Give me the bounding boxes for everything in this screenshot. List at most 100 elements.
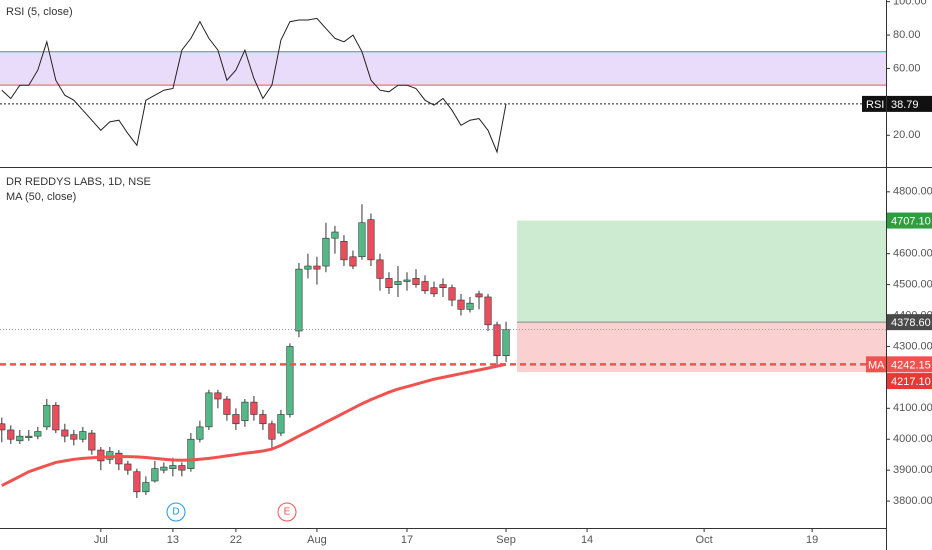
y-tick-label: 80.00 xyxy=(893,29,921,41)
candle-body xyxy=(142,482,150,493)
candle-body xyxy=(124,463,132,471)
marks-layer xyxy=(0,17,886,498)
candle-body xyxy=(484,296,492,326)
entry-label-bg xyxy=(887,314,932,331)
candle-body xyxy=(412,278,420,285)
y-tick-label: 4100.00 xyxy=(893,402,932,414)
candle-body xyxy=(304,265,312,270)
rsi-zone xyxy=(0,51,886,86)
candle-body xyxy=(322,237,330,267)
candle-body xyxy=(457,299,465,310)
event-marker[interactable]: E xyxy=(277,502,297,522)
candle-body xyxy=(331,231,339,239)
candle-body xyxy=(34,431,42,437)
stop-label: 4217.10 xyxy=(891,376,931,388)
candle-body xyxy=(340,240,348,261)
candle-body xyxy=(61,429,69,437)
candle-body xyxy=(376,259,384,279)
candle-body xyxy=(385,278,393,288)
target-zone xyxy=(517,220,886,323)
x-tick-label: 17 xyxy=(401,534,413,546)
y-tick-label: 3800.00 xyxy=(893,495,932,507)
candle-body xyxy=(43,404,51,428)
rsi-tag: RSI xyxy=(866,99,884,111)
candle-body xyxy=(349,256,357,267)
y-tick-label: 100.00 xyxy=(893,0,927,8)
candle-body xyxy=(16,435,24,442)
candle-body xyxy=(295,268,303,332)
x-tick-label: 14 xyxy=(581,534,593,546)
candle-body xyxy=(133,471,141,493)
position-layer xyxy=(517,220,886,373)
candle-body xyxy=(223,398,231,415)
y-tick-label: 3900.00 xyxy=(893,464,932,476)
candle-body xyxy=(241,401,249,421)
candle-body xyxy=(358,222,366,258)
candle-body xyxy=(79,431,87,440)
entry-label: 4378.60 xyxy=(891,317,931,329)
x-tick-label: 13 xyxy=(167,534,179,546)
x-tick-label: 19 xyxy=(806,534,818,546)
candle-body xyxy=(268,423,276,440)
candle-body xyxy=(187,438,195,469)
x-tick-label: 22 xyxy=(230,534,242,546)
chart-title: DR REDDYS LABS, 1D, NSE xyxy=(6,176,151,188)
y-tick-label: 4300.00 xyxy=(893,340,932,352)
candle-body xyxy=(430,287,438,295)
candle-body xyxy=(178,465,186,471)
ma-tag: MA xyxy=(868,359,885,371)
target-label-bg xyxy=(887,212,932,229)
y-tick-label: 4800.00 xyxy=(893,186,932,198)
candle-body xyxy=(169,465,177,469)
candle-body xyxy=(259,414,267,425)
rsi-last-value-bg xyxy=(887,95,932,112)
candle-body xyxy=(394,281,402,285)
rsi-band-layer xyxy=(0,51,886,86)
candle-body xyxy=(286,346,294,415)
candle-body xyxy=(313,265,321,270)
candle-body xyxy=(448,287,456,301)
rsi-title: RSI (5, close) xyxy=(6,6,73,18)
candle-body xyxy=(475,293,483,298)
y-tick-label: 4000.00 xyxy=(893,433,932,445)
candle-body xyxy=(214,392,222,400)
rsi-last-value: 38.79 xyxy=(891,99,919,111)
candle-body xyxy=(403,279,411,282)
candle-body xyxy=(493,324,501,357)
candle-body xyxy=(7,429,15,440)
candle-body xyxy=(97,449,105,462)
axes-layer: 20.00 60.00 80.00 100.00 RSI 38.79 3800.00 3900… xyxy=(94,0,932,546)
candle-body xyxy=(277,414,285,434)
event-label: D xyxy=(172,507,179,518)
y-tick-label: 60.00 xyxy=(893,62,921,74)
x-tick-label: Oct xyxy=(696,534,713,546)
ma-tag-bg xyxy=(866,356,886,373)
event-label: E xyxy=(284,507,291,518)
candle-body xyxy=(196,426,204,440)
ma-last-label-bg xyxy=(887,356,932,373)
candle-body xyxy=(52,404,60,431)
candle-body xyxy=(367,219,375,261)
candle-body xyxy=(160,466,168,471)
event-circle xyxy=(166,502,186,522)
target-label: 4707.10 xyxy=(891,215,931,227)
candle-body xyxy=(250,401,258,415)
x-tick-label: Aug xyxy=(307,534,327,546)
y-tick-label: 4600.00 xyxy=(893,248,932,260)
candle-body xyxy=(466,302,474,310)
candle-body xyxy=(502,329,510,357)
candle-body xyxy=(25,435,33,438)
ma-last-label: 4242.15 xyxy=(891,359,931,371)
candle-body xyxy=(439,284,447,288)
stop-label-bg xyxy=(887,373,932,390)
rsi-tag-bg xyxy=(862,95,886,112)
x-tick-label: Sep xyxy=(496,534,516,546)
y-tick-label: 20.00 xyxy=(893,129,921,141)
event-marker[interactable]: D xyxy=(166,502,186,522)
candle-body xyxy=(88,432,96,451)
candle-body xyxy=(70,434,78,440)
rsi-line xyxy=(1,17,507,154)
event-circle xyxy=(277,502,297,522)
candle-body xyxy=(151,468,159,482)
